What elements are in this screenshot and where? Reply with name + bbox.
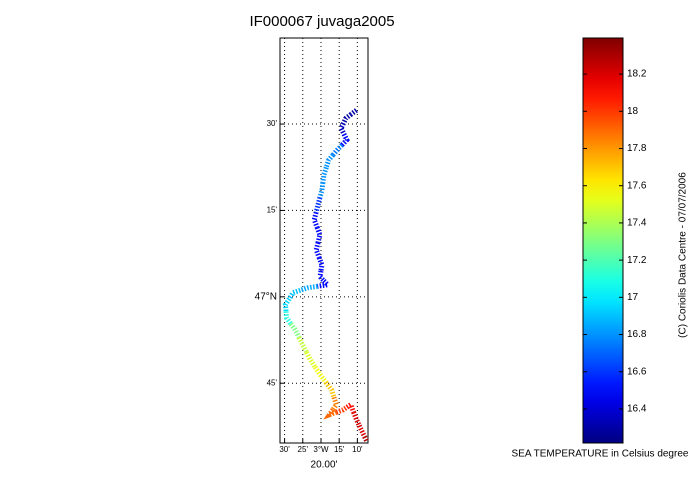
x-tick-label: 15' [334, 445, 345, 454]
track-point [340, 132, 350, 147]
track-point [299, 283, 318, 293]
track-point [317, 279, 333, 289]
track-point [351, 411, 362, 427]
credit: (C) Coriolis Data Centre - 07/07/2006 [678, 172, 689, 338]
track-point [345, 400, 356, 413]
colorbar-tick-label: 16.8 [627, 329, 647, 340]
track-point [317, 270, 326, 283]
colorbar-tick-label: 18 [627, 106, 639, 117]
colorbar-tick-label: 17.8 [627, 143, 647, 154]
colorbar-tick-label: 17 [627, 292, 639, 303]
colorbar-label: SEA TEMPERATURE in Celsius degree [512, 449, 689, 460]
colorbar [582, 37, 624, 444]
colorbar-tick-label: 17.4 [627, 218, 647, 229]
track-point [314, 226, 323, 244]
colorbar-tick-label: 18.2 [627, 69, 647, 80]
track-point [316, 256, 325, 272]
track-point [317, 182, 326, 199]
track-point [338, 122, 347, 136]
track-point [341, 112, 353, 125]
track-point [313, 365, 328, 384]
colorbar-tick-label: 17.2 [627, 255, 647, 266]
track-point [335, 405, 349, 415]
track-point [288, 322, 302, 339]
track-point [283, 311, 293, 326]
track-point [287, 287, 302, 301]
x-tick-label: 3°W [313, 445, 329, 454]
track-point [357, 424, 367, 438]
x-tick-label: 10' [352, 445, 363, 454]
track-point [313, 241, 322, 259]
track-point [313, 196, 323, 213]
y-tick-label: 15' [267, 206, 278, 215]
track-point [323, 153, 335, 169]
track-point [320, 166, 329, 183]
chart-title: IF000067 juvaga2005 [249, 13, 394, 30]
colorbar-tick-label: 16.4 [627, 404, 647, 415]
track-point [323, 380, 337, 398]
track-point [311, 211, 320, 229]
y-tick-label: 45' [267, 378, 278, 387]
y-tick-label: 47°N [255, 291, 277, 302]
map-frame [279, 37, 369, 444]
track-point [362, 435, 370, 443]
colorbar-tick-label: 16.6 [627, 366, 647, 377]
x-tick-label: 25' [298, 445, 309, 454]
track-point [331, 143, 344, 157]
track-point [323, 408, 338, 420]
x-sub-label: 20.00' [311, 460, 338, 471]
y-tick-label: 30' [267, 119, 278, 128]
colorbar-tick-label: 17.6 [627, 180, 647, 191]
x-tick-label: 30' [279, 445, 290, 454]
track-point [282, 297, 292, 312]
track-point [349, 108, 358, 117]
